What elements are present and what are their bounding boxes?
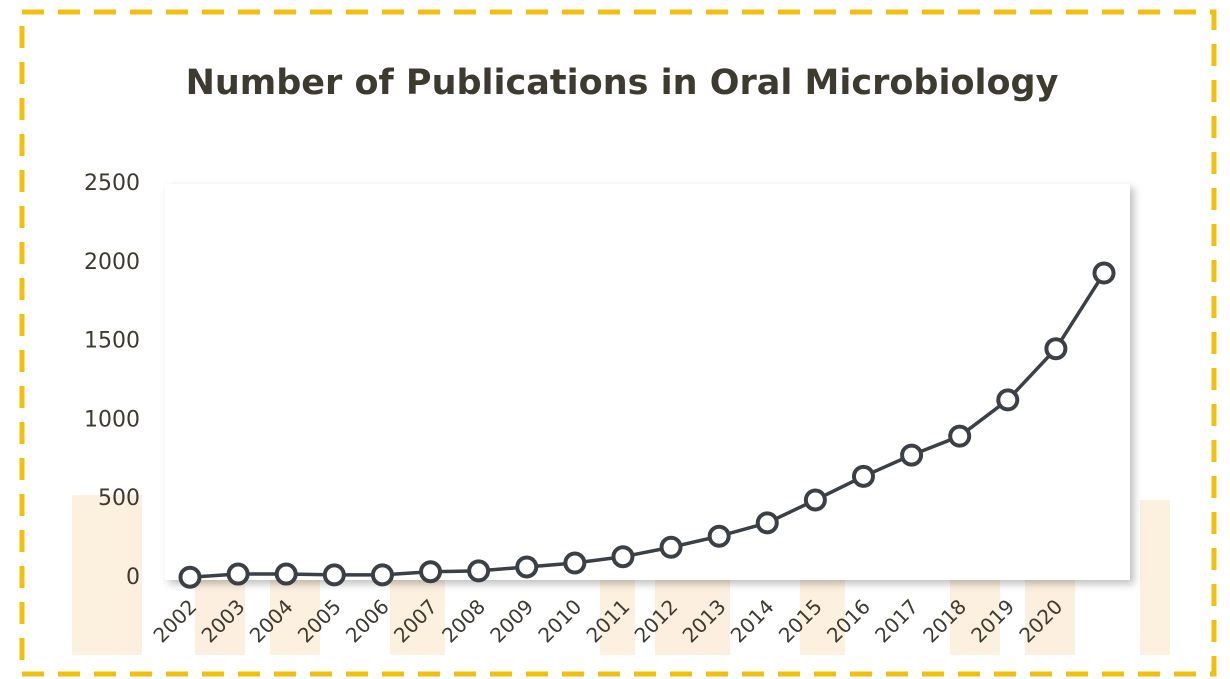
x-tick-label: 2008 bbox=[437, 594, 490, 647]
marker bbox=[998, 390, 1017, 409]
page: Number of Publications in Oral Microbiol… bbox=[0, 0, 1230, 679]
marker bbox=[181, 568, 200, 587]
y-tick-label: 1500 bbox=[84, 329, 140, 354]
x-tick-label: 2002 bbox=[148, 594, 201, 647]
marker bbox=[325, 565, 344, 584]
marker bbox=[469, 561, 488, 580]
marker bbox=[517, 557, 536, 576]
x-tick-label: 2009 bbox=[485, 594, 538, 647]
y-tick-label: 2500 bbox=[84, 171, 140, 196]
marker bbox=[229, 565, 248, 584]
marker bbox=[1095, 264, 1114, 283]
marker bbox=[613, 547, 632, 566]
x-tick-label: 2017 bbox=[870, 594, 923, 647]
y-tick-label: 500 bbox=[98, 486, 140, 511]
x-tick-label: 2014 bbox=[726, 594, 779, 647]
x-tick-label: 2010 bbox=[533, 594, 586, 647]
marker bbox=[806, 490, 825, 509]
marker bbox=[277, 565, 296, 584]
chart-title: Number of Publications in Oral Microbiol… bbox=[186, 63, 1059, 103]
marker bbox=[950, 427, 969, 446]
marker bbox=[710, 527, 729, 546]
marker bbox=[758, 513, 777, 532]
y-tick-label: 2000 bbox=[84, 250, 140, 275]
marker bbox=[662, 538, 681, 557]
marker bbox=[854, 467, 873, 486]
plot-area bbox=[165, 184, 1130, 580]
x-tick-label: 2006 bbox=[341, 594, 394, 647]
marker bbox=[1046, 339, 1065, 358]
y-tick-label: 1000 bbox=[84, 407, 140, 432]
chart: Number of Publications in Oral Microbiol… bbox=[0, 0, 1230, 679]
marker bbox=[902, 446, 921, 465]
marker bbox=[373, 565, 392, 584]
y-tick-label: 0 bbox=[126, 565, 140, 590]
marker bbox=[421, 562, 440, 581]
marker bbox=[565, 554, 584, 573]
